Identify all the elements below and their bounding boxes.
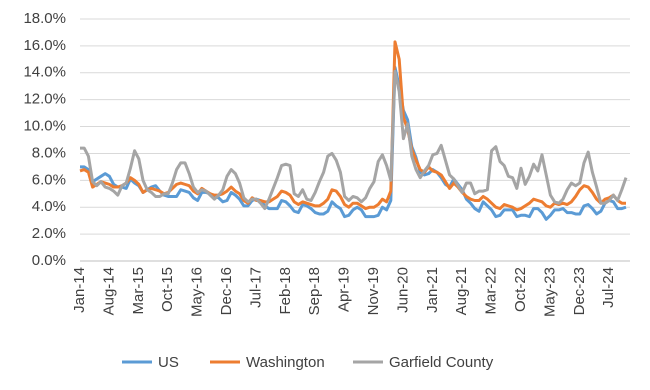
- y-tick-label: 14.0%: [23, 64, 66, 81]
- x-tick-label: Mar-15: [130, 267, 147, 315]
- x-tick-label: Apr-19: [336, 267, 353, 312]
- x-tick-label: Jan-21: [424, 267, 441, 313]
- x-tick-label: Mar-22: [483, 267, 500, 315]
- x-tick-label: Dec-23: [571, 267, 588, 315]
- y-tick-label: 16.0%: [23, 37, 66, 54]
- x-tick-label: Sep-18: [306, 267, 323, 315]
- y-tick-label: 12.0%: [23, 91, 66, 108]
- series-line: [80, 65, 627, 221]
- series-line: [80, 69, 628, 211]
- x-tick-label: Aug-21: [453, 267, 470, 315]
- y-tick-label: 18.0%: [23, 10, 66, 27]
- y-tick-label: 10.0%: [23, 118, 66, 135]
- x-tick-label: Oct-15: [159, 267, 176, 312]
- y-tick-label: 0.0%: [32, 252, 66, 269]
- y-tick-label: 8.0%: [32, 144, 66, 161]
- x-tick-label: Nov-19: [365, 267, 382, 315]
- legend-label: Washington: [246, 354, 325, 371]
- x-tick-label: May-16: [189, 267, 206, 317]
- x-tick-label: Dec-16: [218, 267, 235, 315]
- y-tick-label: 2.0%: [32, 225, 66, 242]
- x-tick-label: Oct-22: [512, 267, 529, 312]
- legend-label: US: [158, 354, 179, 371]
- x-tick-label: Aug-14: [100, 267, 117, 315]
- y-tick-label: 4.0%: [32, 198, 66, 215]
- x-tick-label: Feb-18: [277, 267, 294, 315]
- x-tick-label: Jun-20: [394, 267, 411, 313]
- x-tick-label: May-23: [541, 267, 558, 317]
- legend-label: Garfield County: [389, 354, 494, 371]
- x-tick-label: Jul-17: [247, 267, 264, 308]
- y-tick-label: 6.0%: [32, 171, 66, 188]
- x-tick-label: Jan-14: [71, 267, 88, 313]
- series-line: [79, 40, 626, 212]
- x-tick-label: Jul-24: [600, 267, 617, 308]
